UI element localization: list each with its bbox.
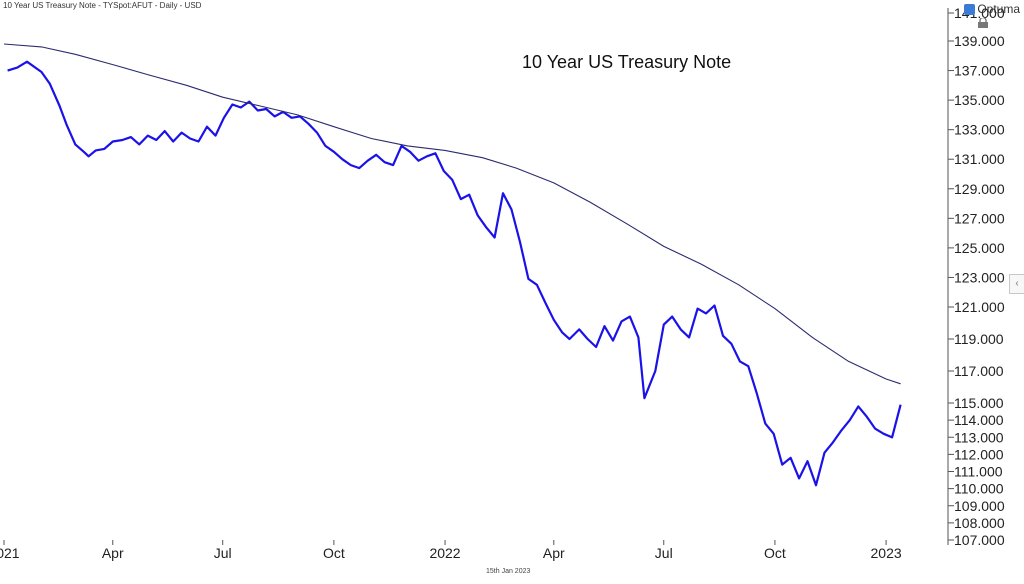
y-tick-label: 121.000 — [954, 299, 1005, 315]
y-tick-label: 127.000 — [954, 210, 1005, 226]
price-line — [7, 60, 902, 487]
x-tick-label: 2021 — [0, 545, 20, 561]
footer-date: 15th Jan 2023 — [486, 568, 531, 575]
chart-title: 10 Year US Treasury Note — [522, 52, 731, 72]
y-tick-label: 108.000 — [954, 515, 1005, 531]
y-tick-label: 123.000 — [954, 269, 1005, 285]
y-tick-label: 115.000 — [954, 395, 1004, 411]
chevron-left-icon: ‹ — [1015, 278, 1019, 289]
y-tick-label: 131.000 — [954, 151, 1005, 167]
x-axis-ticks: 2021 Apr Jul Oct 2022 Apr Jul Oct 2023 — [0, 540, 902, 561]
y-axis-ticks: 139.000 137.000 135.000 133.000 131.000 129.0… — [948, 5, 1005, 548]
brand-name: Optuma — [977, 2, 1020, 16]
x-tick-label: Jul — [655, 545, 673, 561]
y-tick-label: 109.000 — [954, 498, 1005, 514]
optuma-logo-icon — [964, 3, 976, 15]
chart-header: 10 Year US Treasury Note - TYSpot:AFUT -… — [3, 1, 202, 10]
x-tick-label: Oct — [323, 545, 345, 561]
brand-logo: Optuma — [964, 2, 1020, 16]
y-tick-label: 133.000 — [954, 122, 1005, 138]
collapse-panel-button[interactable]: ‹ — [1009, 274, 1024, 294]
y-tick-label: 113.000 — [954, 429, 1004, 445]
plot-area — [3, 43, 902, 487]
x-tick-label: 2023 — [871, 545, 902, 561]
y-tick-label: 129.000 — [954, 181, 1005, 197]
lock-icon[interactable] — [977, 18, 989, 28]
y-tick-label: 119.000 — [954, 331, 1004, 347]
y-tick-label: 112.000 — [954, 446, 1004, 462]
x-tick-label: Jul — [214, 545, 232, 561]
y-tick-label: 117.000 — [954, 363, 1004, 379]
y-tick-label: 125.000 — [954, 240, 1005, 256]
x-tick-label: Oct — [764, 545, 786, 561]
x-tick-label: Apr — [543, 545, 565, 561]
y-tick-label: 114.000 — [954, 412, 1004, 428]
y-tick-label: 107.000 — [954, 532, 1005, 548]
y-tick-label: 110.000 — [954, 481, 1004, 497]
y-tick-label: 111.000 — [954, 464, 1003, 480]
moving-average-line — [3, 43, 901, 385]
y-tick-label: 139.000 — [954, 33, 1005, 49]
y-tick-label: 135.000 — [954, 92, 1005, 108]
x-tick-label: 2022 — [429, 545, 460, 561]
x-tick-label: Apr — [102, 545, 124, 561]
y-tick-label: 137.000 — [954, 63, 1005, 79]
